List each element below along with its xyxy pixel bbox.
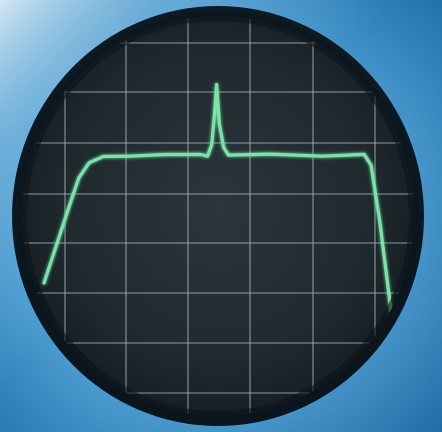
screen [22,16,414,416]
waveform-trace [42,83,394,321]
screen-vignette [17,11,419,421]
